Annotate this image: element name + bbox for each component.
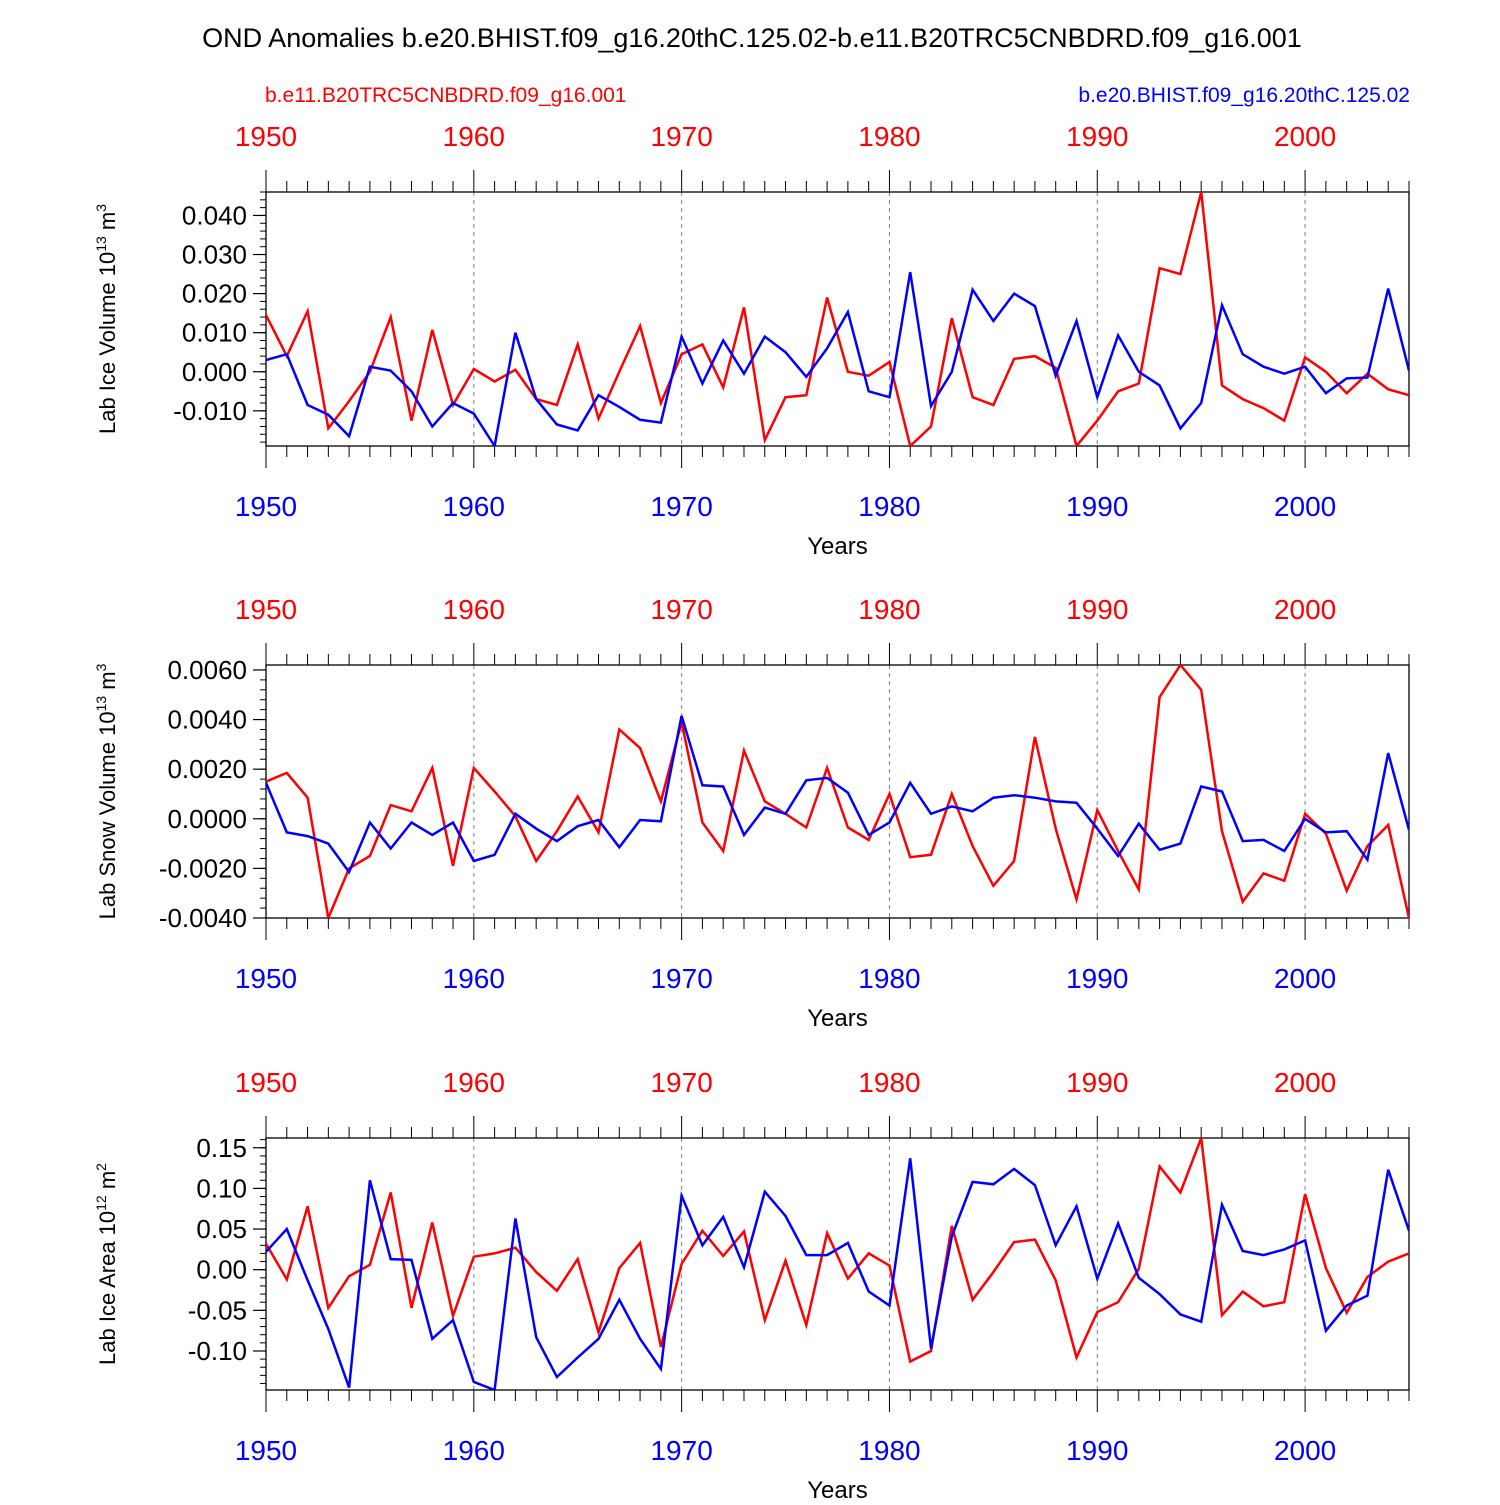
y-tick-label: 0.0060 xyxy=(167,655,247,685)
x-tick-label-top: 1950 xyxy=(235,594,297,625)
y-axis-label: Lab Snow Volume 1013 m3 xyxy=(93,663,120,919)
x-tick-label-top: 1980 xyxy=(858,121,920,152)
x-tick-label-bottom: 1990 xyxy=(1066,963,1128,994)
x-tick-label-bottom: 1950 xyxy=(235,491,297,522)
y-tick-label: 0.0000 xyxy=(167,804,247,834)
x-tick-label-bottom: 1980 xyxy=(858,963,920,994)
x-tick-label-bottom: 1960 xyxy=(443,963,505,994)
series-line-blue xyxy=(266,715,1409,875)
x-tick-label-bottom: 1960 xyxy=(443,1435,505,1466)
x-tick-label-top: 1950 xyxy=(235,121,297,152)
y-tick-label: 0.040 xyxy=(182,200,247,230)
x-tick-label-bottom: 1980 xyxy=(858,491,920,522)
x-tick-label-top: 1950 xyxy=(235,1067,297,1098)
x-tick-label-top: 1980 xyxy=(858,1067,920,1098)
x-tick-label-bottom: 1960 xyxy=(443,491,505,522)
x-tick-label-bottom: 2000 xyxy=(1274,491,1336,522)
chart-panel-3: -0.10 -0.05 0.00 0.05 0.10 0.15 1950 1950 1960 19… xyxy=(93,1067,1410,1504)
series-line-red xyxy=(266,192,1409,446)
x-tick-label-bottom: 1950 xyxy=(235,963,297,994)
x-tick-label-bottom: 1970 xyxy=(650,1435,712,1466)
x-axis-label: Years xyxy=(807,1005,868,1032)
y-tick-label: -0.0020 xyxy=(159,853,247,883)
x-tick-label-bottom: 1970 xyxy=(650,491,712,522)
series-line-red xyxy=(266,1138,1409,1364)
y-axis-label: Lab Ice Area 1012 m2 xyxy=(93,1163,120,1365)
x-tick-label-bottom: 2000 xyxy=(1274,963,1336,994)
y-tick-label: 0.05 xyxy=(196,1214,247,1244)
x-tick-label-bottom: 1980 xyxy=(858,1435,920,1466)
y-tick-label: 0.020 xyxy=(182,279,247,309)
y-tick-label: 0.0020 xyxy=(167,754,247,784)
series-line-red xyxy=(266,665,1409,918)
x-tick-label-top: 1970 xyxy=(650,121,712,152)
x-axis-label: Years xyxy=(807,533,868,560)
y-tick-label: 0.10 xyxy=(196,1173,247,1203)
plot-frame xyxy=(265,1137,1410,1391)
y-tick-label: 0.00 xyxy=(196,1255,247,1285)
y-tick-label: 0.000 xyxy=(182,357,247,387)
chart-title: OND Anomalies b.e20.BHIST.f09_g16.20thC.… xyxy=(202,23,1302,53)
x-tick-label-top: 1970 xyxy=(650,594,712,625)
y-tick-label: -0.010 xyxy=(173,396,247,426)
x-tick-label-bottom: 1950 xyxy=(235,1435,297,1466)
plot-frame xyxy=(265,191,1410,447)
y-tick-label: -0.0040 xyxy=(159,903,247,933)
x-tick-label-top: 1960 xyxy=(443,121,505,152)
x-tick-label-top: 1990 xyxy=(1066,1067,1128,1098)
x-tick-label-top: 1990 xyxy=(1066,594,1128,625)
y-tick-label: 0.010 xyxy=(182,318,247,348)
x-tick-label-bottom: 1990 xyxy=(1066,491,1128,522)
x-tick-label-bottom: 1970 xyxy=(650,963,712,994)
x-tick-label-bottom: 2000 xyxy=(1274,1435,1336,1466)
x-tick-label-top: 1960 xyxy=(443,594,505,625)
y-axis-label: Lab Ice Volume 1013 m3 xyxy=(93,204,120,434)
x-tick-label-top: 1970 xyxy=(650,1067,712,1098)
chart-panel-1: -0.010 0.000 0.010 0.020 0.030 0.040 1950 1950 1… xyxy=(93,121,1410,560)
x-tick-label-top: 1990 xyxy=(1066,121,1128,152)
x-axis-label: Years xyxy=(807,1477,868,1500)
series-line-blue xyxy=(266,1158,1409,1390)
legend-blue-label: b.e20.BHIST.f09_g16.20thC.125.02 xyxy=(1078,84,1410,107)
y-tick-label: 0.0040 xyxy=(167,705,247,735)
plot-frame xyxy=(265,664,1410,919)
chart-panel-2: -0.0040 -0.0020 0.0000 0.0020 0.0040 0.0060 19… xyxy=(93,594,1410,1032)
x-tick-label-top: 1980 xyxy=(858,594,920,625)
y-tick-label: 0.15 xyxy=(196,1133,247,1163)
series-line-blue xyxy=(266,271,1409,446)
x-tick-label-bottom: 1990 xyxy=(1066,1435,1128,1466)
legend-red-label: b.e11.B20TRC5CNBDRD.f09_g16.001 xyxy=(265,84,626,107)
y-tick-label: 0.030 xyxy=(182,240,247,270)
x-tick-label-top: 2000 xyxy=(1274,1067,1336,1098)
y-tick-label: -0.10 xyxy=(188,1336,247,1366)
x-tick-label-top: 1960 xyxy=(443,1067,505,1098)
x-tick-label-top: 2000 xyxy=(1274,121,1336,152)
x-tick-label-top: 2000 xyxy=(1274,594,1336,625)
y-tick-label: -0.05 xyxy=(188,1295,247,1325)
